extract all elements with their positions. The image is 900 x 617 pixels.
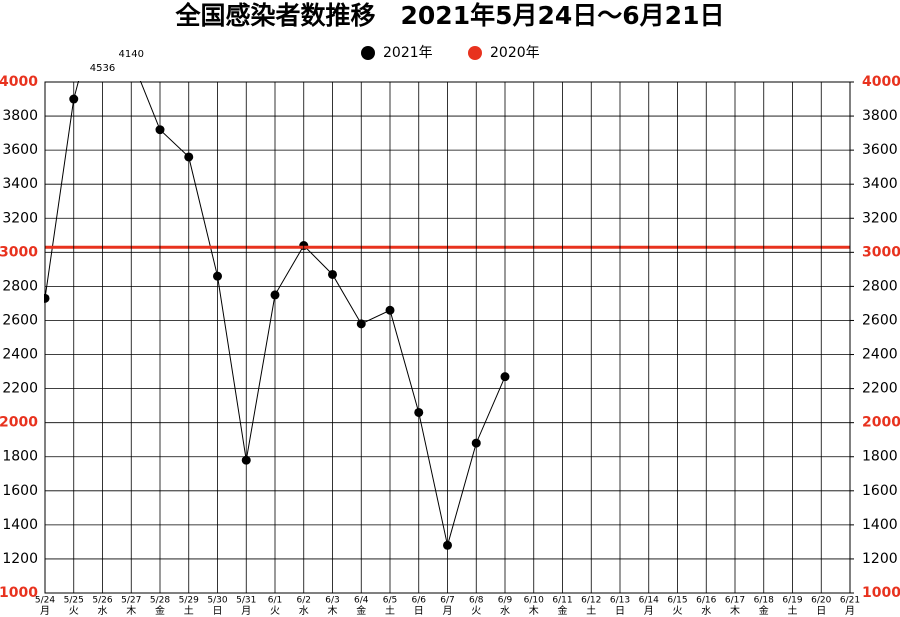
x-weekday-label: 木	[730, 605, 740, 617]
x-weekday-label: 水	[500, 605, 510, 617]
x-tick-label: 5/31	[236, 596, 256, 606]
x-weekday-label: 木	[328, 605, 338, 617]
data-label: 4536	[90, 63, 115, 74]
x-weekday-label: 月	[40, 605, 50, 617]
x-tick-label: 5/29	[179, 596, 199, 606]
x-tick-label: 6/3	[325, 596, 339, 606]
x-tick-label: 6/17	[725, 596, 745, 606]
y-tick-label: 2400	[2, 347, 38, 363]
y2-tick-label: 3200	[862, 210, 898, 226]
x-tick-label: 5/25	[64, 596, 84, 606]
x-tick-label: 6/8	[469, 596, 484, 606]
x-tick-label: 6/7	[440, 596, 454, 606]
y2-tick-label: 3800	[862, 108, 898, 124]
x-weekday-label: 火	[69, 605, 79, 617]
x-weekday-label: 金	[558, 604, 568, 617]
y-tick-label: 3800	[2, 108, 38, 124]
x-tick-label: 5/26	[92, 596, 112, 606]
x-tick-label: 6/5	[383, 596, 397, 606]
y-tick-label: 3600	[2, 142, 38, 158]
legend-marker	[361, 46, 375, 60]
x-weekday-label: 土	[586, 604, 596, 617]
x-weekday-label: 金	[155, 604, 165, 617]
x-tick-label: 5/28	[150, 596, 170, 606]
x-tick-label: 6/10	[524, 596, 544, 606]
y2-tick-label: 3600	[862, 142, 898, 158]
y-tick-label: 1800	[2, 449, 38, 465]
x-weekday-label: 金	[759, 604, 769, 617]
x-weekday-label: 水	[299, 605, 309, 617]
x-tick-label: 6/4	[354, 596, 369, 606]
x-tick-label: 6/9	[498, 596, 513, 606]
legend-label: 2020年	[490, 45, 540, 61]
y2-tick-label: 3400	[862, 176, 898, 192]
legend-label: 2021年	[383, 45, 433, 61]
y-tick-label: 2600	[2, 312, 38, 328]
y2-tick-label: 1200	[862, 551, 898, 567]
x-weekday-label: 土	[184, 604, 194, 617]
x-weekday-label: 月	[443, 605, 453, 617]
y2-tick-label: 1800	[862, 449, 898, 465]
y2-tick-label: 3000	[862, 244, 900, 260]
y-tick-label: 2000	[0, 415, 38, 431]
x-tick-label: 6/12	[581, 596, 601, 606]
y2-tick-label: 2000	[862, 415, 900, 431]
y-tick-label: 2200	[2, 381, 38, 397]
x-weekday-label: 火	[471, 605, 481, 617]
x-tick-label: 6/16	[696, 596, 716, 606]
x-weekday-label: 土	[385, 604, 395, 617]
x-tick-label: 5/27	[121, 596, 141, 606]
x-tick-label: 6/21	[840, 596, 860, 606]
x-weekday-label: 水	[98, 605, 108, 617]
data-label: 4140	[119, 49, 144, 60]
y-tick-label: 3000	[0, 244, 38, 260]
x-weekday-label: 火	[270, 605, 280, 617]
legend-marker	[468, 46, 482, 60]
y2-tick-label: 2800	[862, 278, 898, 294]
x-tick-label: 6/6	[412, 596, 427, 606]
x-tick-label: 6/19	[782, 596, 802, 606]
x-tick-label: 6/1	[268, 596, 282, 606]
x-tick-label: 6/13	[610, 596, 630, 606]
x-tick-label: 6/20	[811, 596, 831, 606]
x-weekday-label: 木	[529, 605, 539, 617]
x-tick-label: 6/11	[552, 596, 572, 606]
y2-tick-label: 2400	[862, 347, 898, 363]
x-weekday-label: 水	[701, 605, 711, 617]
y2-tick-label: 1600	[862, 483, 898, 499]
y-tick-label: 1400	[2, 517, 38, 533]
x-tick-label: 6/18	[754, 596, 774, 606]
x-weekday-label: 金	[356, 604, 366, 617]
x-weekday-label: 日	[816, 606, 826, 617]
y-tick-label: 4000	[0, 74, 38, 90]
chart-title: 全国感染者数推移 2021年5月24日～6月21日	[175, 1, 725, 30]
y2-tick-label: 4000	[862, 74, 900, 90]
y-tick-label: 2800	[2, 278, 38, 294]
y2-tick-label: 1400	[862, 517, 898, 533]
x-weekday-label: 日	[213, 606, 223, 617]
x-weekday-label: 月	[845, 605, 855, 617]
x-weekday-label: 月	[241, 605, 251, 617]
x-tick-label: 5/30	[207, 596, 227, 606]
y2-tick-label: 2200	[862, 381, 898, 397]
y2-tick-label: 1000	[862, 585, 900, 601]
x-weekday-label: 木	[126, 605, 136, 617]
x-weekday-label: 土	[788, 604, 798, 617]
y2-tick-label: 2600	[862, 312, 898, 328]
y-tick-label: 1600	[2, 483, 38, 499]
x-tick-label: 6/15	[667, 596, 687, 606]
y-tick-label: 3400	[2, 176, 38, 192]
y-tick-label: 1200	[2, 551, 38, 567]
x-tick-label: 5/24	[35, 596, 55, 606]
x-tick-label: 6/2	[297, 596, 311, 606]
y-tick-label: 1000	[0, 585, 38, 601]
y-tick-label: 3200	[2, 210, 38, 226]
x-weekday-label: 月	[644, 605, 654, 617]
x-weekday-label: 火	[673, 605, 683, 617]
x-weekday-label: 日	[615, 606, 625, 617]
x-weekday-label: 日	[414, 606, 424, 617]
x-tick-label: 6/14	[639, 596, 659, 606]
